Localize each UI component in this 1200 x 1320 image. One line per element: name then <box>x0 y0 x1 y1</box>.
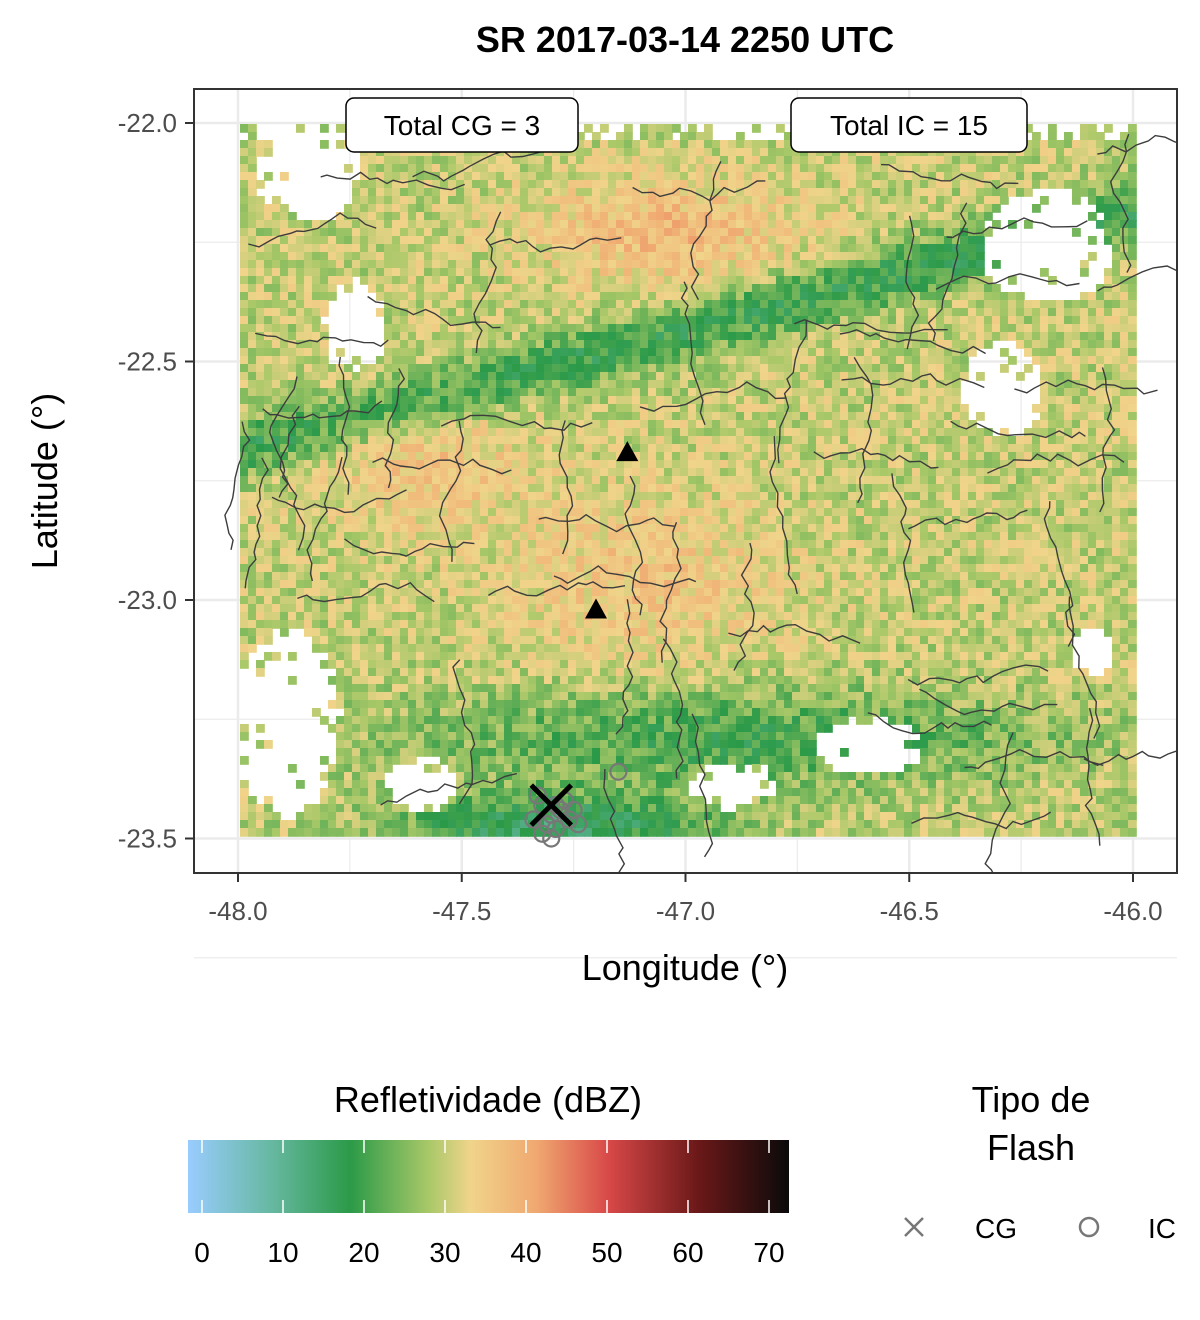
legend-label-cg: CG <box>975 1213 1017 1244</box>
colorbar-tick-label: 60 <box>672 1237 703 1268</box>
radar-site-triangle <box>616 441 639 462</box>
figure-title: SR 2017-03-14 2250 UTC <box>476 19 894 60</box>
y-tick-label: -23.0 <box>118 585 177 615</box>
x-axis: -48.0 -47.5 -47.0 -46.5 -46.0 <box>208 873 1163 926</box>
circle-icon <box>1078 1216 1100 1238</box>
y-axis-title: Latitude (°) <box>24 393 65 569</box>
ic-flash-marker <box>609 762 628 781</box>
flash-markers <box>524 441 639 848</box>
colorbar-ticks: 0 10 20 30 40 50 60 70 <box>194 1140 785 1268</box>
flash-type-legend: Tipo de Flash CG IC <box>904 1079 1176 1244</box>
ic-total-badge: Total IC = 15 <box>790 97 1028 153</box>
colorbar-tick-label: 20 <box>348 1237 379 1268</box>
y-tick-label: -22.0 <box>118 108 177 138</box>
map-panel: Total CG = 3 Total IC = 15 <box>193 88 1178 959</box>
y-axis: -22.0 -22.5 -23.0 -23.5 <box>118 108 194 854</box>
y-tick-label: -22.5 <box>118 347 177 377</box>
x-axis-title: Longitude (°) <box>582 947 789 988</box>
x-tick-label: -46.0 <box>1103 896 1162 926</box>
ic-flash-marker <box>524 810 543 829</box>
ic-total-text: Total IC = 15 <box>830 110 988 141</box>
x-tick-label: -46.5 <box>880 896 939 926</box>
cg-flash-marker <box>529 783 574 827</box>
ic-flash-marker <box>560 810 579 829</box>
legend-label-ic: IC <box>1148 1213 1176 1244</box>
x-tick-label: -47.5 <box>432 896 491 926</box>
colorbar-tick-label: 70 <box>753 1237 784 1268</box>
x-mark-icon <box>904 1217 924 1237</box>
flash-legend-title-line2: Flash <box>987 1127 1075 1168</box>
radar-site-triangle <box>585 598 607 619</box>
colorbar <box>188 1140 789 1213</box>
x-tick-label: -48.0 <box>208 896 267 926</box>
colorbar-tick-label: 0 <box>194 1237 210 1268</box>
colorbar-tick-label: 50 <box>591 1237 622 1268</box>
flash-legend-title-line1: Tipo de <box>972 1079 1091 1120</box>
ic-flash-marker <box>542 829 561 848</box>
reflectivity-field <box>240 124 1137 837</box>
reflectivity-legend-title: Refletividade (dBZ) <box>334 1079 642 1120</box>
cg-total-text: Total CG = 3 <box>384 110 540 141</box>
x-tick-label: -47.0 <box>656 896 715 926</box>
cg-total-badge: Total CG = 3 <box>345 97 579 153</box>
colorbar-tick-label: 30 <box>429 1237 460 1268</box>
municipal-borders <box>224 133 1177 873</box>
colorbar-tick-label: 10 <box>267 1237 298 1268</box>
colorbar-tick-label: 40 <box>510 1237 541 1268</box>
reflectivity-legend: Refletividade (dBZ) 0 10 20 30 40 50 60 70 <box>188 1079 789 1268</box>
y-tick-label: -23.5 <box>118 824 177 854</box>
ic-flash-marker <box>533 824 552 843</box>
ic-flash-marker <box>528 786 547 805</box>
